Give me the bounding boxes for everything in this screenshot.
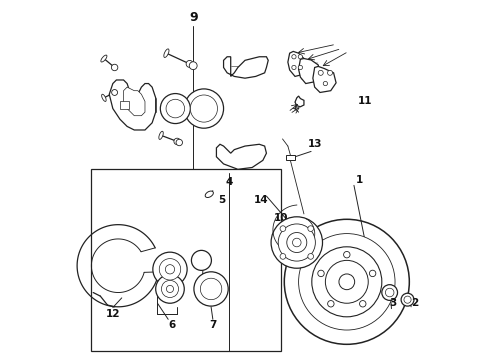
Text: 6: 6 [168,320,175,330]
Circle shape [404,296,411,303]
Circle shape [160,94,190,123]
Bar [92,169,281,351]
Circle shape [161,280,178,297]
Circle shape [386,288,394,297]
Circle shape [292,55,296,59]
Circle shape [184,89,223,128]
Polygon shape [313,66,336,93]
Text: 10: 10 [273,212,288,222]
Ellipse shape [189,62,197,69]
Ellipse shape [101,55,107,62]
Circle shape [298,65,302,69]
Polygon shape [288,51,306,76]
Ellipse shape [186,60,193,67]
Ellipse shape [176,139,182,146]
Circle shape [339,274,355,290]
Circle shape [192,250,211,270]
Circle shape [284,219,409,344]
Circle shape [280,253,286,259]
Circle shape [292,65,296,69]
Circle shape [190,95,218,122]
Text: 7: 7 [209,320,217,330]
Circle shape [318,270,324,276]
Circle shape [156,275,184,303]
Text: 8: 8 [200,284,208,294]
Circle shape [287,233,307,252]
Circle shape [327,70,333,75]
Text: 12: 12 [105,309,120,319]
Circle shape [278,224,316,261]
Ellipse shape [174,138,180,145]
Text: 1: 1 [356,175,363,185]
Ellipse shape [111,64,118,71]
Circle shape [280,226,286,231]
Text: 5: 5 [218,195,225,204]
Circle shape [318,70,323,75]
Circle shape [166,99,185,118]
Polygon shape [217,144,267,169]
Text: 9: 9 [189,11,197,24]
Circle shape [369,270,376,276]
Circle shape [293,238,301,247]
Polygon shape [295,96,304,107]
Ellipse shape [101,94,106,102]
Circle shape [200,278,222,300]
Circle shape [382,285,397,300]
Circle shape [165,265,174,274]
Circle shape [167,285,173,293]
Ellipse shape [205,191,213,198]
Polygon shape [298,59,320,84]
Text: 2: 2 [411,298,418,308]
Ellipse shape [112,90,118,95]
Polygon shape [223,57,268,78]
Bar [120,102,129,109]
Circle shape [298,234,395,330]
Circle shape [325,260,368,303]
Circle shape [159,258,181,280]
Circle shape [401,293,414,306]
Circle shape [312,247,382,317]
Text: 3: 3 [390,298,397,308]
Circle shape [323,81,327,86]
Bar [286,155,295,160]
Circle shape [308,226,314,231]
Circle shape [343,251,350,258]
Ellipse shape [159,131,163,139]
Text: 4: 4 [225,177,233,187]
Polygon shape [109,80,156,130]
Circle shape [298,55,302,59]
Circle shape [271,217,322,268]
Circle shape [328,301,334,307]
Text: 13: 13 [307,139,322,149]
Text: 14: 14 [254,195,269,204]
Polygon shape [123,87,145,116]
Ellipse shape [164,49,169,58]
Circle shape [308,253,314,259]
Circle shape [153,252,187,287]
Circle shape [360,301,366,307]
Text: 11: 11 [357,96,372,107]
Circle shape [194,272,228,306]
